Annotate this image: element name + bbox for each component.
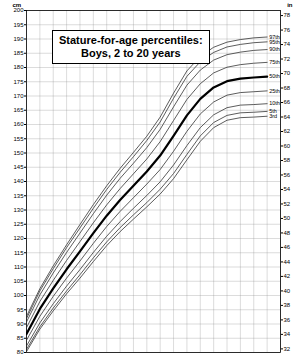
svg-text:54: 54: [284, 186, 291, 192]
svg-text:50: 50: [284, 215, 291, 221]
svg-text:in: in: [287, 2, 293, 8]
svg-text:62: 62: [284, 128, 291, 134]
svg-text:60: 60: [284, 143, 291, 149]
svg-text:5th: 5th: [269, 108, 277, 115]
svg-text:64: 64: [284, 114, 291, 120]
svg-text:140: 140: [13, 178, 24, 184]
svg-text:195: 195: [13, 22, 24, 28]
svg-text:66: 66: [284, 99, 291, 105]
svg-text:190: 190: [13, 36, 24, 42]
svg-text:40: 40: [284, 288, 291, 294]
svg-text:58: 58: [284, 157, 291, 163]
svg-text:85: 85: [17, 335, 24, 341]
svg-text:90: 90: [17, 321, 24, 327]
svg-text:120: 120: [13, 235, 24, 241]
svg-text:170: 170: [13, 93, 24, 99]
svg-text:70: 70: [284, 70, 291, 76]
svg-text:10th: 10th: [269, 100, 280, 106]
svg-text:52: 52: [284, 201, 291, 207]
svg-text:80: 80: [17, 349, 24, 355]
svg-text:175: 175: [13, 79, 24, 85]
svg-text:110: 110: [14, 264, 24, 270]
svg-text:72: 72: [284, 56, 291, 62]
svg-text:44: 44: [284, 259, 291, 265]
svg-text:145: 145: [13, 164, 24, 170]
svg-text:90th: 90th: [269, 46, 280, 52]
svg-text:68: 68: [284, 85, 291, 91]
svg-text:25th: 25th: [269, 88, 280, 94]
svg-text:50th: 50th: [269, 73, 280, 79]
svg-text:cm: cm: [13, 2, 22, 8]
svg-text:180: 180: [13, 64, 24, 70]
svg-text:130: 130: [13, 207, 24, 213]
svg-text:135: 135: [13, 193, 24, 199]
svg-text:74: 74: [284, 41, 291, 47]
html-text:Stature-for-age percentiles:: Stature-for-age percentiles:: [59, 34, 203, 46]
svg-text:36: 36: [284, 317, 291, 323]
svg-text:200: 200: [13, 7, 24, 13]
svg-text:75th: 75th: [269, 59, 280, 65]
svg-text:100: 100: [13, 292, 24, 298]
svg-text:95th: 95th: [269, 39, 280, 45]
svg-text:56: 56: [284, 172, 291, 178]
svg-text:115: 115: [14, 250, 24, 256]
svg-text:165: 165: [13, 107, 24, 113]
svg-text:48: 48: [284, 230, 291, 236]
svg-text:185: 185: [13, 50, 24, 56]
svg-text:155: 155: [13, 136, 24, 142]
svg-text:150: 150: [13, 150, 24, 156]
svg-text:46: 46: [284, 244, 291, 250]
svg-text:95: 95: [17, 307, 24, 313]
svg-text:160: 160: [13, 121, 24, 127]
svg-text:105: 105: [13, 278, 24, 284]
svg-text:34: 34: [284, 331, 291, 337]
svg-text:32: 32: [284, 346, 291, 352]
svg-text:125: 125: [13, 221, 24, 227]
svg-text:3rd: 3rd: [269, 113, 277, 119]
svg-text:38: 38: [284, 302, 291, 308]
svg-text:76: 76: [284, 27, 291, 33]
svg-text:78: 78: [284, 12, 291, 18]
html-text:Boys, 2 to 20 years: Boys, 2 to 20 years: [81, 47, 181, 59]
svg-text:97th: 97th: [269, 33, 280, 40]
svg-text:42: 42: [284, 273, 291, 279]
